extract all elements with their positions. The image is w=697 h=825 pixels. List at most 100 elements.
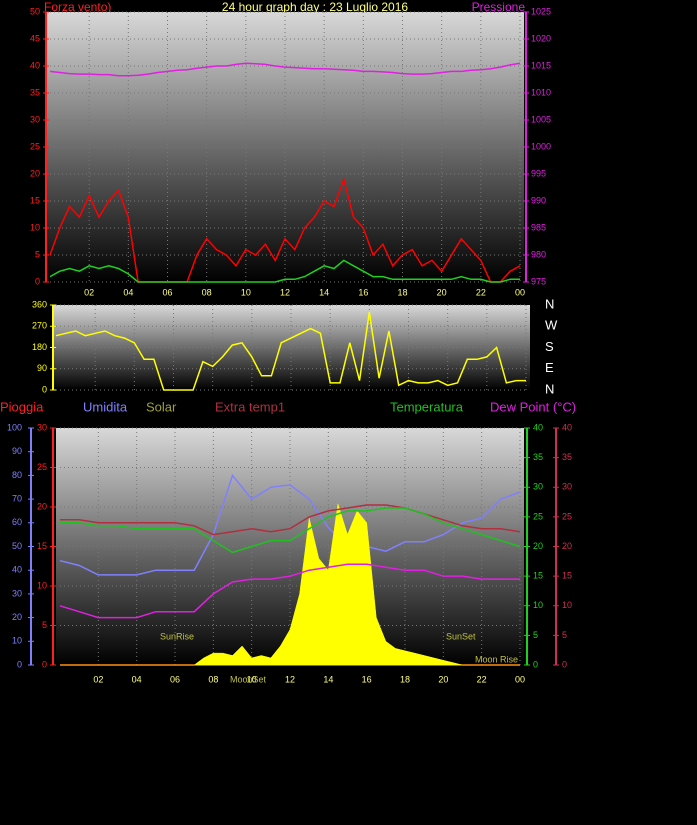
x-tick-label: 10 (247, 674, 257, 684)
y-tick-label: 1005 (531, 114, 551, 124)
y-tick-label: 0 (35, 276, 40, 286)
y-tick-label: 20 (37, 501, 47, 511)
y-tick-label: 5 (533, 630, 538, 640)
line-series (49, 176, 521, 283)
y-tick-label: 0 (42, 384, 47, 394)
annotation: SunSet (446, 631, 476, 641)
y-tick-label: 10 (12, 636, 22, 646)
y-tick-label: 50 (30, 6, 40, 16)
y-tick-label: 30 (562, 482, 572, 492)
y-tick-label: 975 (531, 276, 546, 286)
x-tick-label: 22 (476, 287, 486, 297)
line-series (49, 62, 521, 77)
y-tick-label: 25 (30, 141, 40, 151)
y-tick-label: 40 (533, 422, 543, 432)
line-series (59, 473, 521, 576)
chart-title: 24 hour graph day : 23 Luglio 2016 (222, 0, 408, 14)
y-tick-label: 360 (32, 299, 47, 309)
y-tick-label: 70 (12, 493, 22, 503)
annotation: SunRise (160, 631, 194, 641)
x-tick-label: 08 (208, 674, 218, 684)
y-tick-label: 30 (37, 422, 47, 432)
y-tick-label: 15 (562, 571, 572, 581)
plot-background (52, 305, 530, 390)
legend-label: Pioggia (0, 399, 44, 414)
y-tick-label: 990 (531, 195, 546, 205)
y-tick-label: 15 (37, 541, 47, 551)
annotation: MoonSet (230, 674, 267, 684)
y-tick-label: 1020 (531, 33, 551, 43)
x-tick-label: 04 (123, 287, 133, 297)
y-tick-label: N (545, 381, 554, 396)
y-tick-label: 5 (35, 249, 40, 259)
y-tick-label: 20 (12, 612, 22, 622)
x-tick-label: 06 (162, 287, 172, 297)
x-tick-label: 20 (438, 674, 448, 684)
y-tick-label: 1000 (531, 141, 551, 151)
y-tick-label: 30 (12, 588, 22, 598)
y-tick-label: 40 (562, 422, 572, 432)
y-tick-label: 80 (12, 470, 22, 480)
x-tick-label: 16 (358, 287, 368, 297)
y-tick-label: 30 (533, 482, 543, 492)
legend-label: Temperatura (390, 399, 464, 414)
y-tick-label: 1025 (531, 6, 551, 16)
y-tick-label: S (545, 339, 554, 354)
y-tick-label: 35 (533, 452, 543, 462)
y-tick-label: 35 (562, 452, 572, 462)
x-tick-label: 22 (477, 674, 487, 684)
y-tick-label: 5 (42, 620, 47, 630)
legend-label: Dew Point (°C) (490, 399, 576, 414)
y-tick-label: 25 (533, 511, 543, 521)
x-tick-label: 02 (84, 287, 94, 297)
y-tick-label: 0 (562, 659, 567, 669)
annotation: Moon Rise (475, 654, 518, 664)
line-series (60, 507, 521, 554)
y-tick-label: 35 (30, 87, 40, 97)
legend-label: Umidita (83, 399, 128, 414)
y-tick-label: 50 (12, 541, 22, 551)
y-tick-label: W (545, 318, 558, 333)
y-tick-label: 45 (30, 33, 40, 43)
y-tick-label: 985 (531, 222, 546, 232)
x-tick-label: 18 (397, 287, 407, 297)
x-tick-label: 20 (437, 287, 447, 297)
x-tick-label: 00 (515, 674, 525, 684)
y-tick-label: 270 (32, 321, 47, 331)
line-series (59, 563, 520, 619)
y-tick-label: E (545, 360, 554, 375)
x-tick-label: 06 (170, 674, 180, 684)
x-tick-label: 04 (132, 674, 142, 684)
y-tick-label: 40 (30, 60, 40, 70)
area-series (60, 503, 520, 666)
y-tick-label: 10 (37, 580, 47, 590)
x-tick-label: 14 (323, 674, 333, 684)
left-axis-label: Forza vento) (44, 0, 111, 14)
y-tick-label: 1015 (531, 60, 551, 70)
y-tick-label: 20 (533, 541, 543, 551)
y-tick-label: 980 (531, 249, 546, 259)
x-tick-label: 12 (285, 674, 295, 684)
y-tick-label: 180 (32, 342, 47, 352)
x-tick-label: 00 (515, 287, 525, 297)
y-tick-label: 1010 (531, 87, 551, 97)
y-tick-label: 0 (42, 659, 47, 669)
y-tick-label: 995 (531, 168, 546, 178)
legend-label: Solar (146, 399, 177, 414)
y-tick-label: 90 (12, 446, 22, 456)
y-tick-label: 30 (30, 114, 40, 124)
line-series (60, 504, 521, 536)
x-tick-label: 08 (202, 287, 212, 297)
right-axis-label: Pressione (472, 0, 526, 14)
y-tick-label: 0 (533, 659, 538, 669)
x-tick-label: 12 (280, 287, 290, 297)
y-tick-label: 0 (17, 659, 22, 669)
plot-background (56, 428, 524, 665)
x-tick-label: 14 (319, 287, 329, 297)
y-tick-label: 10 (533, 600, 543, 610)
y-tick-label: 5 (562, 630, 567, 640)
y-tick-label: 10 (30, 222, 40, 232)
legend-label: Extra temp1 (215, 399, 285, 414)
